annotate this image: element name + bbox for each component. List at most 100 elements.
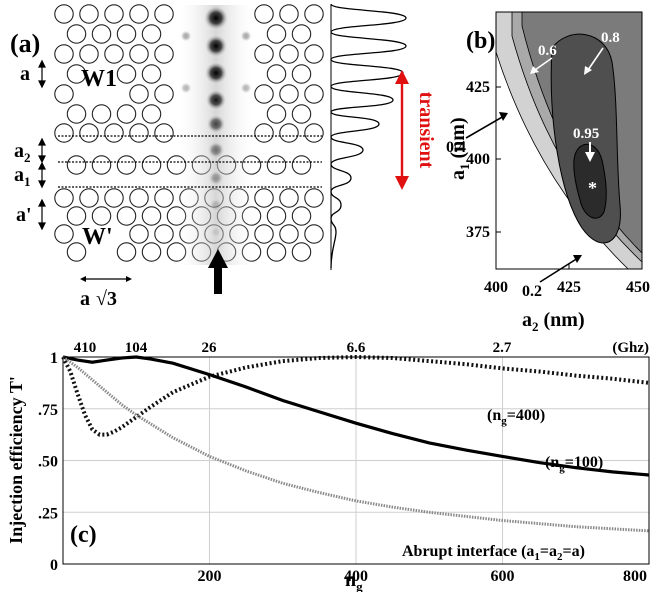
panel-b-xlabel: a2 (nm) (522, 309, 585, 334)
period-label-a1: a1 (14, 164, 31, 189)
lattice-hole-21 (304, 44, 324, 64)
panel-a-label: (a) (10, 29, 40, 58)
lattice-hole-60 (129, 188, 149, 208)
c-xtick-200: 200 (198, 568, 222, 585)
lattice-hole-55 (266, 155, 287, 175)
panel-b-tick-marks (496, 86, 570, 269)
series-line-0 (61, 354, 650, 437)
lattice-hole-86 (304, 224, 324, 244)
lattice-hole-4 (154, 4, 174, 24)
contour-region-0.95 (573, 143, 607, 219)
top-unit-ghz: (Ghz) (612, 340, 649, 356)
lattice-hole-40 (79, 123, 99, 143)
b-xtick-425: 425 (557, 279, 581, 296)
mode-spot-3 (205, 89, 227, 111)
lattice-hole-22 (66, 64, 87, 84)
lattice-hole-77 (291, 206, 312, 226)
lattice-hole-36 (141, 104, 162, 124)
panel-a-waveguide-schematic: (a) W1 W' a a2 a1 a' a √3 (10, 3, 437, 310)
period-a2-main: a (14, 140, 24, 162)
lattice-hole-47 (66, 155, 87, 175)
mode-spot-7 (209, 198, 223, 212)
lattice-hole-50 (141, 155, 162, 175)
panel-b-ylabel: a1(nm) (447, 117, 472, 180)
panel-c-top-axis: 410 104 26 6.6 2.7 (Ghz) (74, 340, 649, 356)
lattice-hole-10 (116, 24, 137, 44)
lattice-hole-18 (154, 44, 174, 64)
lattice-hole-85 (279, 224, 299, 244)
lattice-hole-1 (79, 4, 99, 24)
lattice-hole-25 (266, 64, 287, 84)
mode-spot-5 (207, 141, 225, 159)
c-xtick-800: 800 (623, 568, 647, 585)
lattice-hole-69 (91, 206, 112, 226)
c-xtick-600: 600 (491, 568, 515, 585)
contour-label-0.4: 0.4 (446, 139, 466, 156)
contour-label-0.8: 0.8 (601, 30, 620, 46)
lattice-hole-37 (266, 104, 287, 124)
lattice-hole-88 (116, 242, 137, 262)
lattice-hole-12 (266, 24, 287, 44)
lattice-hole-79 (129, 224, 149, 244)
panel-b-contour-chart: * 400 425 450 375 400 425 a2 (nm) a1(nm) … (446, 11, 650, 334)
period-a-text: a (20, 63, 30, 85)
lattice-hole-32 (304, 84, 324, 104)
lattice-hole-30 (254, 84, 274, 104)
svg-text:a√3: a √3 (80, 288, 117, 310)
c-ytick-25: .25 (38, 505, 58, 522)
top-tick-2.7: 2.7 (493, 340, 512, 356)
period-label-a2: a2 (14, 140, 31, 165)
lattice-hole-9 (91, 24, 112, 44)
mode-intensity-spots (180, 5, 252, 238)
c-ytick-1: 1 (50, 350, 58, 367)
period-a1-main: a (14, 164, 24, 186)
lattice-hole-39 (54, 123, 74, 143)
lattice-hole-26 (291, 64, 312, 84)
panel-b-x-ticks: 400 425 450 (484, 279, 650, 296)
lattice-hole-13 (291, 24, 312, 44)
lattice-hole-7 (304, 4, 324, 24)
panel-c-line-chart: 0 .25 .50 .75 1 200 400 600 800 410 104 … (6, 340, 650, 592)
contour-plot-area (496, 12, 642, 269)
svg-text:a2: a2 (14, 140, 31, 165)
lattice-hole-56 (291, 155, 312, 175)
contour-label-0.6: 0.6 (538, 43, 557, 59)
c-ytick-50: .50 (38, 454, 58, 471)
top-tick-410: 410 (74, 340, 97, 356)
a-sqrt3-a: a (80, 288, 90, 310)
top-tick-6.6: 6.6 (347, 340, 366, 356)
b-ytick-425: 425 (466, 79, 490, 96)
lattice-hole-3 (129, 4, 149, 24)
b-xtick-400: 400 (484, 279, 508, 296)
lattice-hole-17 (129, 44, 149, 64)
lattice-hole-20 (279, 44, 299, 64)
mode-spot-0 (203, 5, 229, 31)
lattice-hole-46 (304, 123, 324, 143)
intensity-profile-curve (330, 3, 407, 269)
lattice-hole-57 (54, 188, 74, 208)
lattice-hole-38 (291, 104, 312, 124)
panel-c-series (61, 354, 650, 533)
lattice-hole-48 (91, 155, 112, 175)
lattice-hole-5 (254, 4, 274, 24)
lattice-hole-89 (141, 242, 162, 262)
lattice-hole-29 (154, 84, 174, 104)
interface-dashed-lines (58, 135, 322, 188)
lattice-hole-87 (66, 242, 87, 262)
lattice-hole-78 (54, 224, 74, 244)
transient-label: transient (415, 92, 437, 169)
lattice-hole-71 (141, 206, 162, 226)
period-a2-sub: 2 (24, 150, 31, 165)
period-a-prime-text: a' (16, 204, 32, 226)
lattice-hole-24 (141, 64, 162, 84)
lattice-hole-33 (66, 104, 87, 124)
lattice-hole-28 (129, 84, 149, 104)
lattice-hole-58 (79, 188, 99, 208)
lattice-hole-42 (129, 123, 149, 143)
top-tick-26: 26 (202, 340, 218, 356)
series-label-ng400: (ng=400) (487, 407, 545, 427)
period-label-a-prime: a' (16, 204, 32, 226)
b-xtick-450: 450 (626, 279, 650, 296)
contour-label-0.2: 0.2 (522, 283, 542, 300)
